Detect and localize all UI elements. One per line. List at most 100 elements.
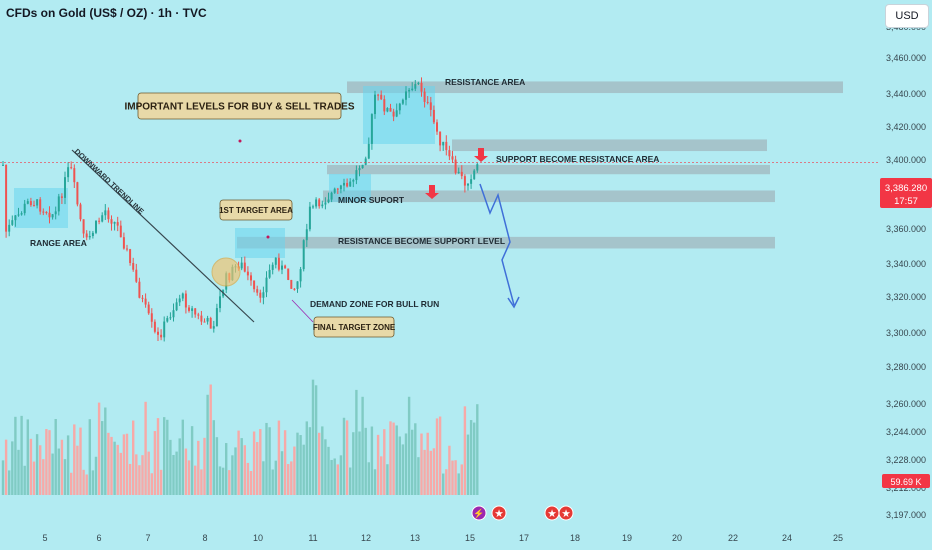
candle-body bbox=[116, 222, 119, 226]
volume-bar bbox=[438, 416, 442, 495]
label-resistance-become-support: RESISTANCE BECOME SUPPORT LEVEL bbox=[338, 236, 505, 246]
volume-bar bbox=[194, 465, 197, 495]
event-lightning-icon[interactable] bbox=[471, 505, 487, 521]
candle-body bbox=[48, 212, 51, 218]
event-lightning-icon-glyph: ⚡ bbox=[473, 508, 484, 520]
candle-body bbox=[188, 307, 190, 311]
volume-bar bbox=[265, 422, 268, 495]
candle-body bbox=[215, 308, 218, 327]
volume-bar bbox=[392, 422, 395, 495]
price-tick-label: 3,440.000 bbox=[886, 89, 926, 99]
candle-body bbox=[420, 82, 423, 92]
volume-bar bbox=[135, 454, 138, 495]
candle-body bbox=[64, 177, 66, 198]
volume-bar bbox=[296, 432, 299, 495]
label-final-target-box bbox=[313, 316, 395, 338]
candle-body bbox=[426, 101, 429, 103]
volume-bar bbox=[256, 442, 259, 495]
volume-bar bbox=[395, 425, 398, 495]
volume-bar bbox=[380, 456, 383, 495]
candle-body bbox=[442, 141, 445, 146]
zone-1 bbox=[452, 139, 767, 152]
label-first-target: 1ST TARGET AREA bbox=[219, 206, 293, 215]
volume-bar bbox=[411, 429, 414, 495]
volume-bar bbox=[383, 429, 386, 495]
candle-body bbox=[20, 213, 23, 215]
candle-body bbox=[343, 182, 345, 186]
candle-body bbox=[370, 114, 373, 144]
candle-body bbox=[296, 281, 299, 289]
candle-body bbox=[330, 192, 333, 200]
candle-body bbox=[336, 188, 339, 190]
event-us-flag-icon-3[interactable] bbox=[558, 505, 574, 521]
volume-bar bbox=[330, 459, 333, 495]
volume-bar bbox=[175, 451, 178, 495]
candle-body bbox=[29, 201, 32, 206]
event-us-flag-icon-1[interactable] bbox=[491, 505, 507, 521]
candle-body bbox=[308, 206, 311, 230]
candle-body bbox=[324, 202, 327, 205]
currency-button[interactable]: USD bbox=[885, 4, 929, 28]
volume-bar bbox=[457, 473, 460, 495]
volume-bar bbox=[110, 436, 113, 495]
volume-bar bbox=[305, 421, 308, 495]
candle-body bbox=[473, 170, 476, 180]
price-tick-label: 3,280.000 bbox=[886, 362, 926, 372]
dot-1 bbox=[238, 139, 242, 143]
volume-bar bbox=[231, 455, 234, 495]
candle-body bbox=[299, 269, 302, 282]
projection-path bbox=[479, 183, 515, 306]
volume-bar bbox=[4, 439, 8, 495]
volume-bar bbox=[314, 385, 318, 495]
candle-body bbox=[14, 215, 17, 221]
volume-bar bbox=[463, 406, 467, 495]
time-tick-label: 10 bbox=[253, 533, 263, 543]
candle-body bbox=[191, 308, 194, 311]
candle-body bbox=[98, 220, 101, 222]
candle-body bbox=[160, 334, 163, 338]
price-tick-label: 3,197.000 bbox=[886, 510, 926, 520]
candle-body bbox=[126, 248, 128, 250]
price-tick-label: 3,228.000 bbox=[886, 455, 926, 465]
candle-body bbox=[352, 180, 355, 182]
price-tick-label: 3,360.000 bbox=[886, 224, 926, 234]
candle-body bbox=[259, 292, 262, 298]
candle-body bbox=[305, 229, 308, 241]
time-tick-label: 19 bbox=[622, 533, 632, 543]
candle-body bbox=[405, 91, 407, 100]
zone-3 bbox=[323, 190, 775, 203]
volume-bar bbox=[367, 462, 370, 495]
volume-bar bbox=[407, 396, 411, 495]
volume-bar bbox=[302, 444, 305, 495]
price-tick-label: 3,300.000 bbox=[886, 328, 926, 338]
volume-bar bbox=[454, 460, 457, 495]
volume-bar bbox=[20, 415, 23, 495]
time-tick-label: 6 bbox=[96, 533, 101, 543]
volume-bar bbox=[237, 430, 240, 495]
candle-body bbox=[203, 321, 206, 323]
candle-body bbox=[327, 199, 330, 203]
volume-bar bbox=[132, 420, 135, 495]
volume-bar bbox=[299, 435, 302, 495]
volume-bar bbox=[32, 461, 36, 495]
volume-bar bbox=[420, 433, 423, 495]
volume-bar bbox=[94, 456, 98, 495]
candle-body bbox=[358, 168, 361, 171]
candle-body bbox=[95, 220, 97, 233]
volume-bar bbox=[1, 460, 5, 495]
volume-bar bbox=[228, 470, 231, 495]
volume-bar bbox=[404, 433, 408, 495]
candle-body bbox=[250, 275, 252, 281]
volume-bar bbox=[432, 448, 436, 495]
candle-body bbox=[476, 164, 479, 171]
volume-bar bbox=[104, 407, 107, 495]
candle-body bbox=[147, 304, 150, 314]
candle-body bbox=[82, 219, 85, 234]
volume-bar bbox=[11, 441, 14, 495]
volume-bar bbox=[113, 441, 116, 495]
candle-body bbox=[253, 280, 256, 290]
time-tick-label: 11 bbox=[308, 533, 317, 543]
volume-bar bbox=[181, 419, 184, 495]
candle-body bbox=[70, 167, 73, 169]
